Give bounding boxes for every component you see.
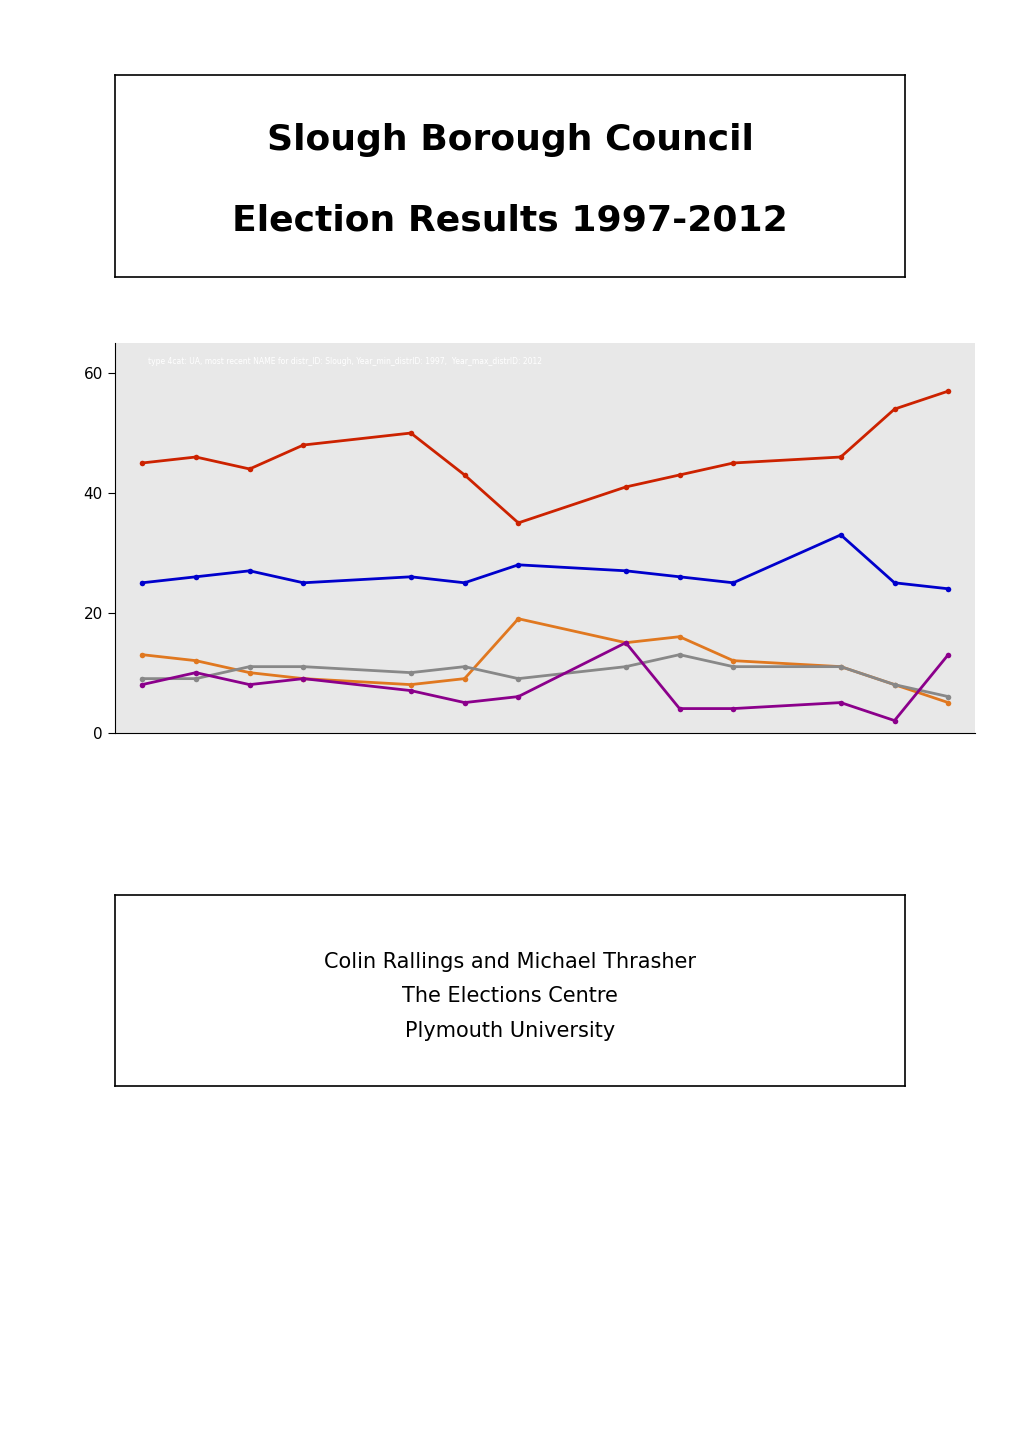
Text: type 4cat: UA, most recent NAME for distr_ID: Slough, Year_min_distrID: 1997,  Y: type 4cat: UA, most recent NAME for dist… bbox=[148, 356, 541, 366]
Text: Colin Rallings and Michael Thrasher: Colin Rallings and Michael Thrasher bbox=[324, 952, 695, 972]
Text: Plymouth University: Plymouth University bbox=[405, 1021, 614, 1041]
Text: Election Results 1997-2012: Election Results 1997-2012 bbox=[232, 203, 787, 238]
Text: Slough Borough Council: Slough Borough Council bbox=[266, 123, 753, 157]
Text: The Elections Centre: The Elections Centre bbox=[401, 986, 618, 1007]
